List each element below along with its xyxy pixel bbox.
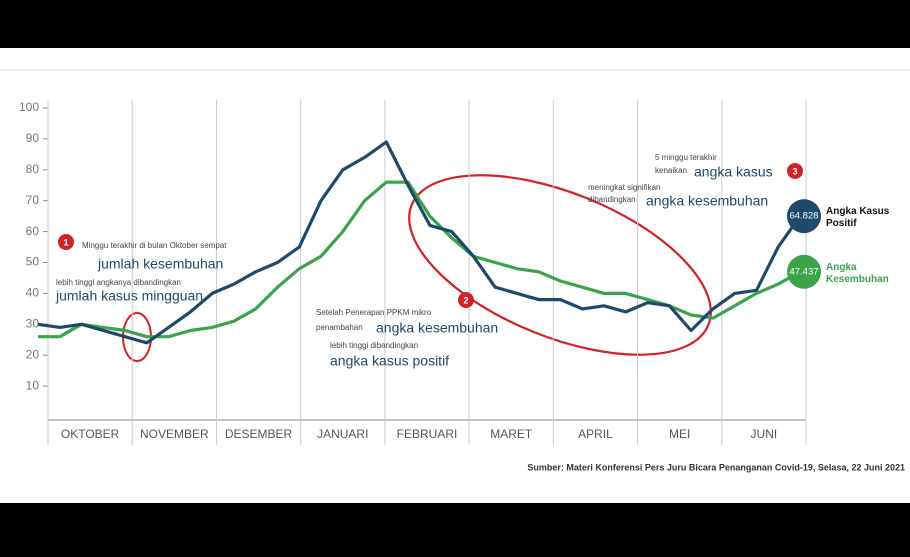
y-tick-label: 20 (26, 347, 40, 361)
legend-label: Angka Kasus Positif (826, 206, 890, 230)
y-tick-label: 80 (26, 162, 40, 176)
end-marker (787, 254, 821, 289)
annotation-text: lebih tinggi angkanya dibandingkan (56, 278, 181, 287)
x-tick-label: OKTOBER (61, 427, 120, 441)
x-tick-label: MEI (669, 427, 690, 441)
x-tick-label: JUNI (751, 427, 778, 441)
annotation-text: Setelah Penerapan PPKM mikro (316, 308, 432, 317)
annotation-text: kenaikan (655, 166, 687, 175)
x-tick-label: DESEMBER (225, 427, 293, 441)
y-tick-label: 30 (26, 316, 40, 330)
annotation-text: jumlah kesembuhan (97, 256, 223, 272)
y-tick-label: 40 (26, 286, 40, 300)
highlight-ring (408, 174, 712, 356)
end-marker (787, 199, 821, 234)
y-tick-label: 10 (26, 378, 40, 392)
annotation-text: angka kesembuhan (646, 193, 768, 209)
annotation-text: 5 minggu terakhir (655, 153, 717, 162)
annotation-text: jumlah kasus mingguan (55, 288, 203, 304)
x-tick-label: MARET (490, 427, 533, 441)
y-tick-label: 90 (26, 131, 40, 145)
annotation-text: angka kasus positif (330, 353, 449, 369)
annotation-text: penambahan (316, 323, 363, 332)
annotation-text: Minggu terakhir di bulan Oktober sempat (82, 241, 227, 250)
annotation-number: 2 (463, 295, 468, 305)
annotation-badge (58, 234, 74, 250)
end-label: 64.828 (789, 211, 818, 222)
series-line (37, 140, 802, 345)
annotation-number: 1 (63, 237, 68, 247)
annotation-text: angka kasus (694, 164, 773, 180)
panel (0, 48, 910, 503)
end-label: 47.437 (789, 266, 818, 277)
annotation-text: angka kesembuhan (376, 320, 498, 336)
legend-label: Angka Kesembuhan (826, 261, 889, 285)
y-tick-label: 70 (26, 193, 40, 207)
x-tick-label: JANUARI (317, 427, 368, 441)
source: Sumber: Materi Konferensi Pers Juru Bica… (527, 462, 905, 472)
x-tick-label: FEBRUARI (397, 427, 458, 441)
series-line (38, 180, 801, 339)
annotation-text: meningkat signifikan (588, 183, 660, 192)
annotation-text: lebih tinggi dibandingkan (330, 341, 418, 350)
x-tick-label: NOVEMBER (140, 427, 209, 441)
y-tick-label: 50 (26, 255, 40, 269)
annotation-text: dibandingkan (588, 195, 636, 204)
x-tick-label: APRIL (578, 427, 613, 441)
annotation-number: 3 (792, 166, 797, 176)
annotation-badge (458, 292, 474, 308)
annotation-badge (787, 163, 803, 179)
y-tick-label: 60 (26, 224, 40, 238)
y-tick-label: 100 (19, 100, 39, 114)
